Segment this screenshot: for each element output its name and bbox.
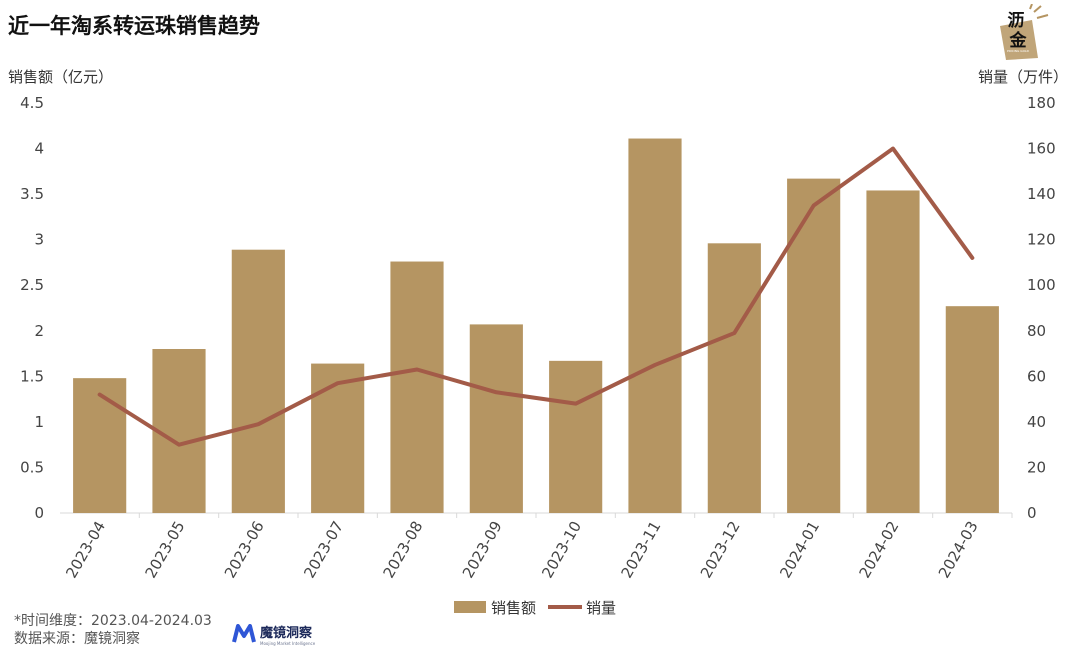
bar-2023-11 <box>628 138 682 514</box>
right-tick-label: 140 <box>1027 185 1056 203</box>
right-tick-label: 40 <box>1027 413 1046 431</box>
right-axis-title: 销量（万件） <box>977 68 1068 86</box>
legend-label-line: 销量 <box>586 599 616 617</box>
data-source-note: 数据来源：魔镜洞察 <box>14 631 140 647</box>
left-tick-label: 3 <box>34 231 44 249</box>
footnote: *时间维度：2023.04-2024.03 数据来源：魔镜洞察 <box>14 612 212 648</box>
bar-2023-07 <box>311 363 365 513</box>
pricing-gold-logo: 沥 金 PRICING GOLD <box>994 3 1052 62</box>
left-tick-label: 2 <box>34 322 44 340</box>
x-tick-label: 2023-07 <box>300 518 347 581</box>
brand-sub: Moojing Market Intelligence <box>260 641 316 646</box>
x-tick-label: 2024-03 <box>935 518 982 581</box>
legend-label-bar: 销售额 <box>491 599 536 617</box>
svg-text:沥: 沥 <box>1008 11 1025 31</box>
right-tick-label: 80 <box>1027 322 1046 340</box>
x-tick-label: 2023-04 <box>62 518 109 581</box>
moojing-brand: 魔镜洞察 Moojing Market Intelligence <box>232 622 315 646</box>
left-axis-title: 销售额（亿元） <box>8 68 114 86</box>
bar-2024-03 <box>945 306 999 513</box>
x-tick-label: 2024-01 <box>776 518 823 581</box>
right-tick-label: 60 <box>1027 367 1046 385</box>
bar-2024-02 <box>866 190 920 513</box>
right-tick-label: 160 <box>1027 140 1056 158</box>
x-tick-label: 2023-05 <box>142 518 189 581</box>
bar-2023-05 <box>152 349 206 513</box>
x-tick-label: 2023-09 <box>459 518 506 581</box>
x-tick-label: 2023-10 <box>538 518 585 581</box>
bar-2023-10 <box>549 360 603 513</box>
right-tick-label: 120 <box>1027 231 1056 249</box>
bar-2023-12 <box>707 243 761 514</box>
x-tick-label: 2023-12 <box>697 518 744 581</box>
x-tick-label: 2024-02 <box>856 518 903 581</box>
left-tick-label: 1.5 <box>20 367 44 385</box>
legend-swatch-bar <box>454 601 486 613</box>
bar-2023-04 <box>73 378 127 513</box>
logo-icon: 沥 金 PRICING GOLD <box>1000 3 1049 60</box>
left-tick-label: 4 <box>34 140 44 158</box>
bar-2024-01 <box>787 178 841 513</box>
x-tick-label: 2023-11 <box>618 518 665 581</box>
chart-title: 近一年淘系转运珠销售趋势 <box>8 14 260 38</box>
x-tick-label: 2023-06 <box>221 518 268 581</box>
left-tick-label: 0.5 <box>20 458 44 476</box>
right-tick-label: 0 <box>1027 504 1037 522</box>
right-tick-label: 100 <box>1027 276 1056 294</box>
left-tick-label: 4.5 <box>20 94 44 112</box>
time-range-note: *时间维度：2023.04-2024.03 <box>14 613 212 629</box>
svg-text:金: 金 <box>1009 30 1028 51</box>
left-tick-label: 2.5 <box>20 276 44 294</box>
brand-name: 魔镜洞察 <box>260 626 313 641</box>
bar-2023-06 <box>231 249 285 513</box>
x-tick-label: 2023-08 <box>380 518 427 581</box>
right-tick-label: 20 <box>1027 458 1046 476</box>
sales-volume-line <box>97 146 975 447</box>
right-tick-label: 180 <box>1027 94 1056 112</box>
bar-2023-09 <box>469 324 523 513</box>
left-tick-label: 0 <box>34 504 44 522</box>
moojing-logo-icon <box>232 624 256 643</box>
svg-text:PRICING GOLD: PRICING GOLD <box>1007 49 1030 53</box>
left-tick-label: 1 <box>34 413 44 431</box>
bar-2023-08 <box>390 261 444 513</box>
left-tick-label: 3.5 <box>20 185 44 203</box>
